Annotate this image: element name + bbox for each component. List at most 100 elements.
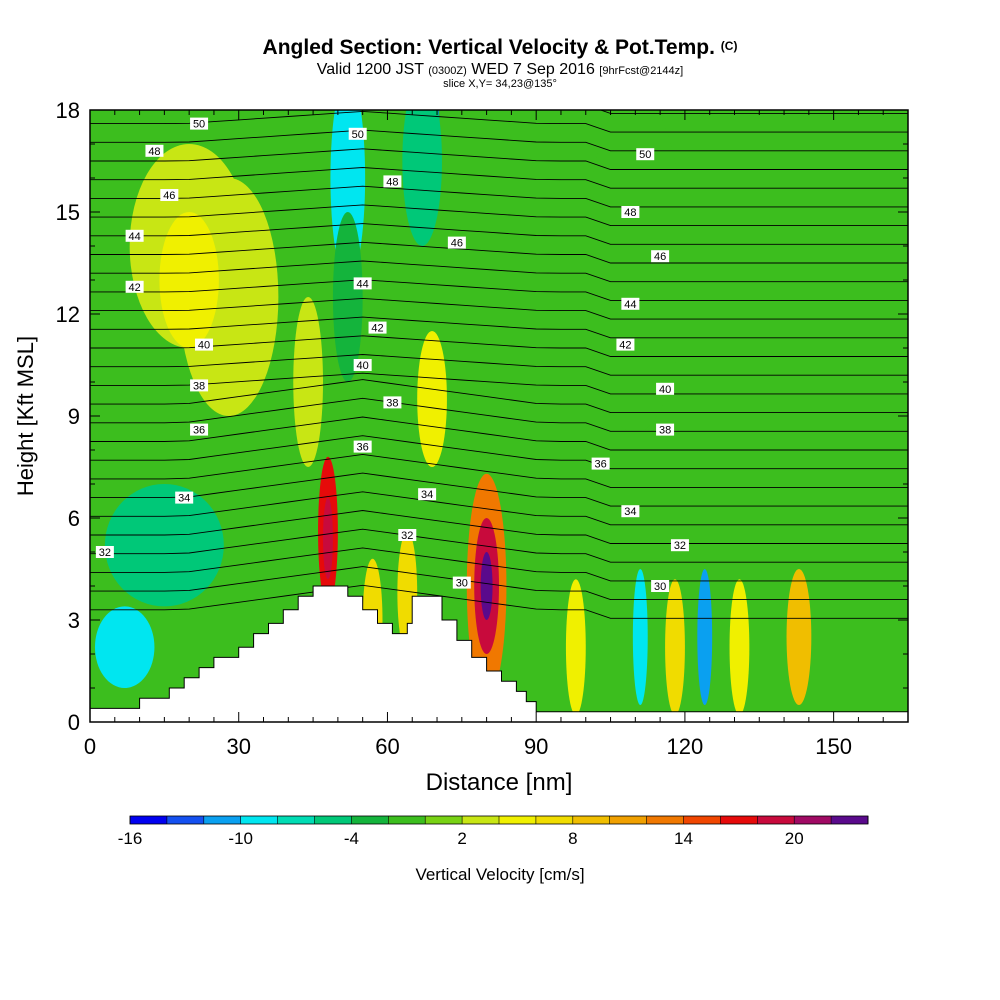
velocity-cell	[585, 110, 685, 433]
isentrope-line	[90, 110, 908, 133]
contour-label: 46	[163, 190, 175, 202]
colorbar-swatch	[166, 816, 205, 824]
contour-label-box	[190, 379, 209, 392]
contour-label-box	[95, 546, 114, 558]
contour-label: 44	[624, 299, 636, 311]
contour-label: 42	[371, 323, 383, 335]
contour-label-box	[125, 229, 144, 242]
colorbar-swatch	[609, 816, 648, 824]
y-tick-label: 9	[68, 404, 80, 429]
velocity-cell	[565, 579, 586, 716]
isentrope-line	[90, 223, 908, 245]
isentrope-line	[90, 528, 908, 563]
contour-label: 38	[659, 425, 671, 437]
contour-label: 48	[386, 176, 398, 188]
contour-label: 32	[401, 530, 413, 542]
valid-prefix: Valid 1200 JST	[316, 61, 424, 78]
terrain-mask	[89, 585, 909, 723]
contour-label-box	[656, 423, 675, 436]
contour-label: 48	[148, 146, 160, 158]
contour-label: 30	[654, 581, 666, 593]
valid-utc: (0300Z)	[428, 65, 467, 77]
isentrope-line	[90, 566, 908, 601]
colorbar-swatch	[314, 816, 352, 824]
x-axis-label: Distance [nm]	[426, 769, 573, 796]
velocity-cell	[323, 497, 333, 580]
isentrope-line	[90, 416, 908, 451]
contour-labels: 50 50 50 48 48 48 46 46 46 44 44 44 42 42 42 40 40 40 38 38…	[95, 117, 689, 593]
contour-label-box	[125, 280, 144, 293]
contour-label-box	[418, 488, 437, 501]
colorbar-tick-label: 2	[457, 829, 466, 848]
contour-label: 34	[624, 506, 636, 518]
isentrope-line	[90, 279, 908, 301]
y-tick-label: 6	[68, 506, 80, 531]
contour-label: 36	[193, 425, 205, 437]
title-main: Angled Section: Vertical Velocity & Pot.…	[262, 36, 715, 59]
contour-label-box	[621, 206, 640, 218]
contour-label: 40	[357, 360, 369, 372]
colorbar-swatch	[130, 816, 168, 824]
isentrope-line	[90, 491, 908, 526]
velocity-cell	[665, 579, 685, 716]
velocity-cell	[402, 110, 442, 246]
isentrope-line	[90, 241, 908, 264]
contour-label-box	[190, 423, 209, 436]
velocity-cell	[786, 569, 812, 705]
colorbar-tick-label: -10	[228, 829, 253, 848]
contour-label: 46	[654, 251, 666, 263]
velocity-cell	[159, 212, 219, 348]
x-tick-label: 90	[524, 734, 548, 759]
isentrope-line	[90, 297, 908, 320]
contour-label-box	[447, 236, 466, 249]
contour-label: 34	[421, 489, 433, 501]
isentrope-line	[90, 354, 908, 376]
y-tick-label: 12	[56, 302, 80, 327]
colorbar-swatch	[683, 816, 721, 824]
contour-label: 32	[99, 547, 111, 559]
contour-label-box	[195, 338, 214, 351]
colorbar-swatch	[203, 816, 242, 824]
y-tick-label: 3	[68, 608, 80, 633]
contour-label-box	[651, 580, 670, 592]
isentrope-line	[90, 148, 908, 170]
isentrope-line	[90, 372, 908, 395]
contour-label-box	[160, 189, 179, 201]
colorbar: -16 -10 -4 2 8 14 20	[118, 815, 869, 848]
contour-label-box	[616, 338, 635, 351]
x-tick-label: 120	[667, 734, 704, 759]
isentrope-line	[90, 260, 908, 283]
colorbar-swatch	[831, 816, 869, 824]
isentrope-line	[90, 547, 908, 582]
isentrope-line	[90, 379, 908, 414]
contour-label: 36	[595, 459, 607, 471]
velocity-cell	[480, 552, 493, 620]
velocity-cell	[417, 331, 447, 467]
chart-valid-time: Valid 1200 JST (0300Z) WED 7 Sep 2016 [9…	[0, 61, 1000, 79]
contour-label: 42	[128, 282, 140, 294]
isentrope-line	[90, 435, 908, 470]
contour-label-box	[591, 457, 610, 470]
contour-label-box	[621, 505, 640, 518]
colorbar-swatch	[720, 816, 758, 824]
velocity-cell	[729, 579, 750, 716]
title-units: (C)	[720, 39, 738, 53]
contour-label: 40	[198, 340, 210, 352]
isentrope-line	[599, 110, 908, 114]
colorbar-swatch	[277, 816, 315, 824]
isentrope-line	[90, 510, 908, 544]
velocity-cell	[632, 569, 648, 705]
colorbar-label: Vertical Velocity [cm/s]	[415, 865, 584, 884]
colorbar-swatch	[388, 816, 426, 824]
isentrope-line	[90, 453, 908, 488]
y-axis-label: Height [Kft MSL]	[13, 336, 38, 496]
contour-label-box	[145, 144, 164, 157]
contour-label-box	[190, 117, 209, 130]
valid-date: WED 7 Sep 2016	[471, 61, 595, 78]
contour-label: 40	[659, 384, 671, 396]
colorbar-tick-label: 14	[674, 829, 693, 848]
y-tick-label: 18	[56, 98, 80, 123]
colorbar-swatch	[351, 816, 389, 824]
contour-label: 50	[352, 129, 364, 141]
